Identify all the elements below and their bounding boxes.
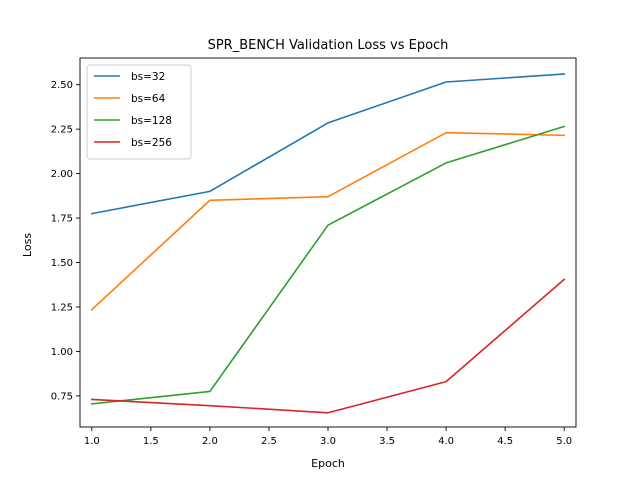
x-tick-label: 5.0 [556,436,572,447]
y-tick-label: 1.75 [51,214,73,225]
y-tick-label: 2.25 [51,125,73,136]
legend-label-3: bs=256 [131,137,172,149]
x-tick-label: 4.0 [438,436,454,447]
legend-label-0: bs=32 [131,71,165,83]
plot-area: 1.0 1.5 2.0 2.5 3.0 3.5 4.0 4.5 5.0 0.75 1.00 1.25 1… [51,57,577,447]
x-tick-label: 2.5 [261,436,277,447]
x-tick-label: 1.5 [143,436,159,447]
legend-box [86,64,192,160]
y-tick-label: 2.50 [51,80,73,91]
x-tick-label: 1.0 [84,436,100,447]
series-line-2 [90,125,566,405]
x-tick-label: 3.5 [379,436,395,447]
x-axis-label: Epoch [311,457,345,470]
y-tick-label: 0.75 [51,391,73,402]
y-axis-label: Loss [21,233,34,257]
y-tick-label: 1.50 [51,258,73,269]
series-line-3 [90,278,566,414]
series-line-1 [90,131,566,311]
y-tick-label: 2.00 [51,169,73,180]
legend-label-1: bs=64 [131,93,166,105]
y-tick-label: 1.25 [51,302,73,313]
x-tick-label: 3.0 [320,436,336,447]
chart-title: SPR_BENCH Validation Loss vs Epoch [208,38,449,53]
series-line-0 [90,73,566,215]
legend: bs=32 bs=64 bs=128 bs=256 [86,64,192,160]
y-tick-label: 1.00 [51,347,73,358]
x-tick-label: 2.0 [202,436,218,447]
legend-label-2: bs=128 [131,115,172,127]
x-tick-label: 4.5 [497,436,513,447]
